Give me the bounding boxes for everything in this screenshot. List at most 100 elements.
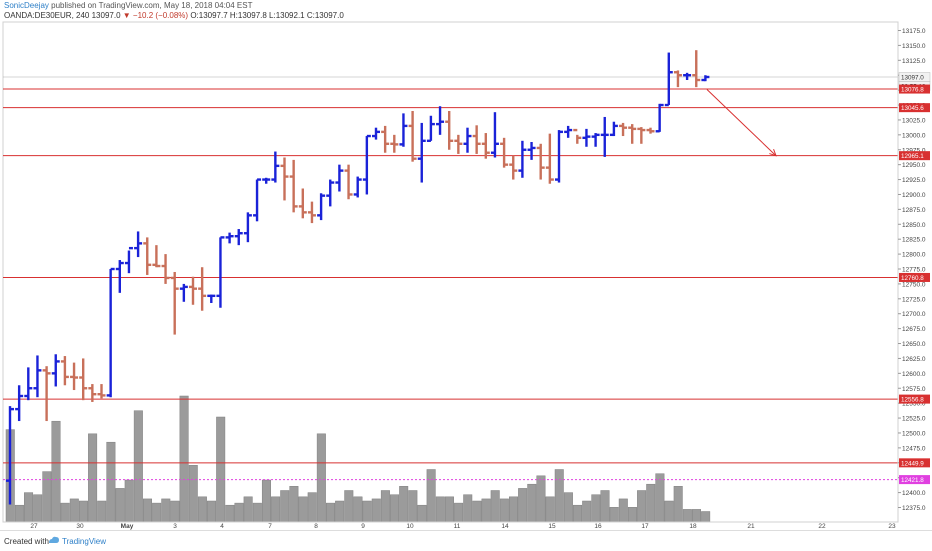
ohlc-bar (564, 125, 573, 138)
time-axis-label: 17 (641, 523, 649, 530)
price-axis-label: 12950.0 (902, 162, 926, 169)
created-with-text: Created with (4, 537, 49, 546)
volume-bar (527, 483, 537, 523)
time-axis[interactable]: 27 30 May 3 4 7 8 9 10 11 14 15 16 17 18 21 22 23 (3, 521, 898, 530)
ohlc-bar (198, 267, 207, 311)
volume-bar (609, 507, 619, 523)
price-tag-box (899, 475, 930, 485)
time-axis-label: 27 (30, 523, 38, 530)
volume-bar (692, 509, 701, 523)
ohlc-bar (243, 212, 252, 243)
volume-bar (463, 494, 473, 523)
ohlc-bar (115, 260, 124, 293)
time-axis-label: 4 (220, 523, 224, 530)
volume-bar (573, 504, 583, 523)
time-axis-label: 22 (818, 523, 826, 530)
volume-bar (234, 502, 244, 523)
ohlc-bar (289, 159, 298, 213)
volume-bar (207, 500, 217, 523)
volume-bar (14, 504, 24, 523)
ohlc-bar (417, 122, 426, 183)
arrow-head[interactable] (769, 148, 777, 157)
projection-arrow[interactable] (706, 89, 777, 157)
price-tag: 13076.8 (899, 84, 930, 94)
price-tag-box (899, 84, 930, 94)
volume-bar (88, 433, 98, 523)
volume-bar (600, 490, 610, 523)
volume-bar (261, 479, 271, 523)
ohlc-bar (637, 127, 646, 144)
ohlc-bar (500, 137, 509, 168)
price-tag-box (899, 394, 930, 404)
price-axis-label: 13125.0 (902, 58, 926, 65)
price-axis-label: 12575.0 (902, 386, 926, 393)
volume-bar (682, 509, 692, 523)
ohlc-bar (6, 406, 14, 505)
price-axis[interactable]: 13175.013150.013125.013100.013075.013050… (897, 22, 932, 522)
volume-bar (152, 502, 162, 523)
time-axis-label: 11 (454, 523, 461, 530)
horizontal-levels[interactable] (3, 76, 898, 481)
ohlc-bar (307, 201, 316, 224)
ohlc-bar (298, 188, 307, 219)
ohlc-bar (271, 151, 280, 183)
volume-bar (133, 410, 143, 523)
tradingview-logo-icon (49, 536, 59, 543)
price-tag-box (899, 103, 930, 113)
ohlc-bar (490, 112, 499, 158)
tradingview-brand-link[interactable]: TradingView (62, 537, 107, 546)
volume-bar (554, 469, 564, 523)
volume-bar (509, 496, 518, 523)
time-axis-label: 14 (501, 523, 509, 530)
time-axis-label: 7 (268, 523, 272, 530)
volume-bar (307, 492, 317, 523)
price-tag: 12965.1 (899, 151, 930, 161)
price-tag: 12421.8 (899, 475, 930, 485)
price-axis-label: 12625.0 (902, 356, 926, 363)
ohlc-bar (582, 128, 591, 147)
volume-bar (435, 496, 445, 523)
ohlc-bar (664, 52, 673, 107)
price-tag-label: 13076.8 (901, 87, 924, 94)
volume-bar (289, 486, 299, 523)
chart-grid (2, 21, 899, 523)
ohlc-bar (655, 103, 664, 133)
price-tag: 13045.6 (899, 103, 930, 113)
price-axis-label: 13175.0 (902, 28, 926, 35)
price-axis-label: 12925.0 (902, 177, 926, 184)
time-axis-label: 3 (173, 523, 177, 530)
volume-bar (33, 494, 43, 523)
volume-bar (371, 498, 381, 523)
ohlc-bar (426, 115, 435, 143)
volume-bar (399, 486, 409, 523)
ohlc-bar (683, 72, 692, 80)
ohlc-bar (692, 50, 701, 88)
volume-bar (646, 483, 656, 523)
arrow-shaft[interactable] (706, 89, 777, 157)
ohlc-bar (51, 354, 60, 387)
time-axis-label: May (121, 523, 134, 530)
ohlc-bar (701, 75, 710, 82)
ohlc-bar (600, 116, 609, 157)
author-link[interactable]: SonicDeejay (4, 1, 49, 10)
ohlc-bar (15, 385, 24, 422)
ohlc-bar (454, 134, 463, 154)
ohlc-bar (646, 127, 655, 134)
volume-bar (335, 500, 345, 523)
volume-bar (298, 496, 308, 523)
price-axis-label: 13025.0 (902, 117, 926, 124)
symbol-label[interactable]: OANDA:DE30EUR, 240 (4, 11, 90, 20)
price-tag-box (899, 458, 930, 468)
ohlc-bar (33, 355, 42, 398)
time-axis-label: 10 (406, 523, 414, 530)
price-tag-label: 12449.9 (901, 460, 924, 467)
volume-bar (380, 490, 390, 523)
price-change: −10.2 (−0.08%) (132, 11, 189, 20)
price-axis-label: 12900.0 (902, 192, 926, 199)
price-tag-label: 12556.8 (901, 397, 924, 404)
price-chart[interactable]: 13175.013150.013125.013100.013075.013050… (0, 0, 932, 530)
volume-bar (563, 492, 573, 523)
volume-bar (664, 500, 674, 523)
price-tag: 12556.8 (899, 394, 930, 404)
ohlc-bar (189, 276, 197, 305)
